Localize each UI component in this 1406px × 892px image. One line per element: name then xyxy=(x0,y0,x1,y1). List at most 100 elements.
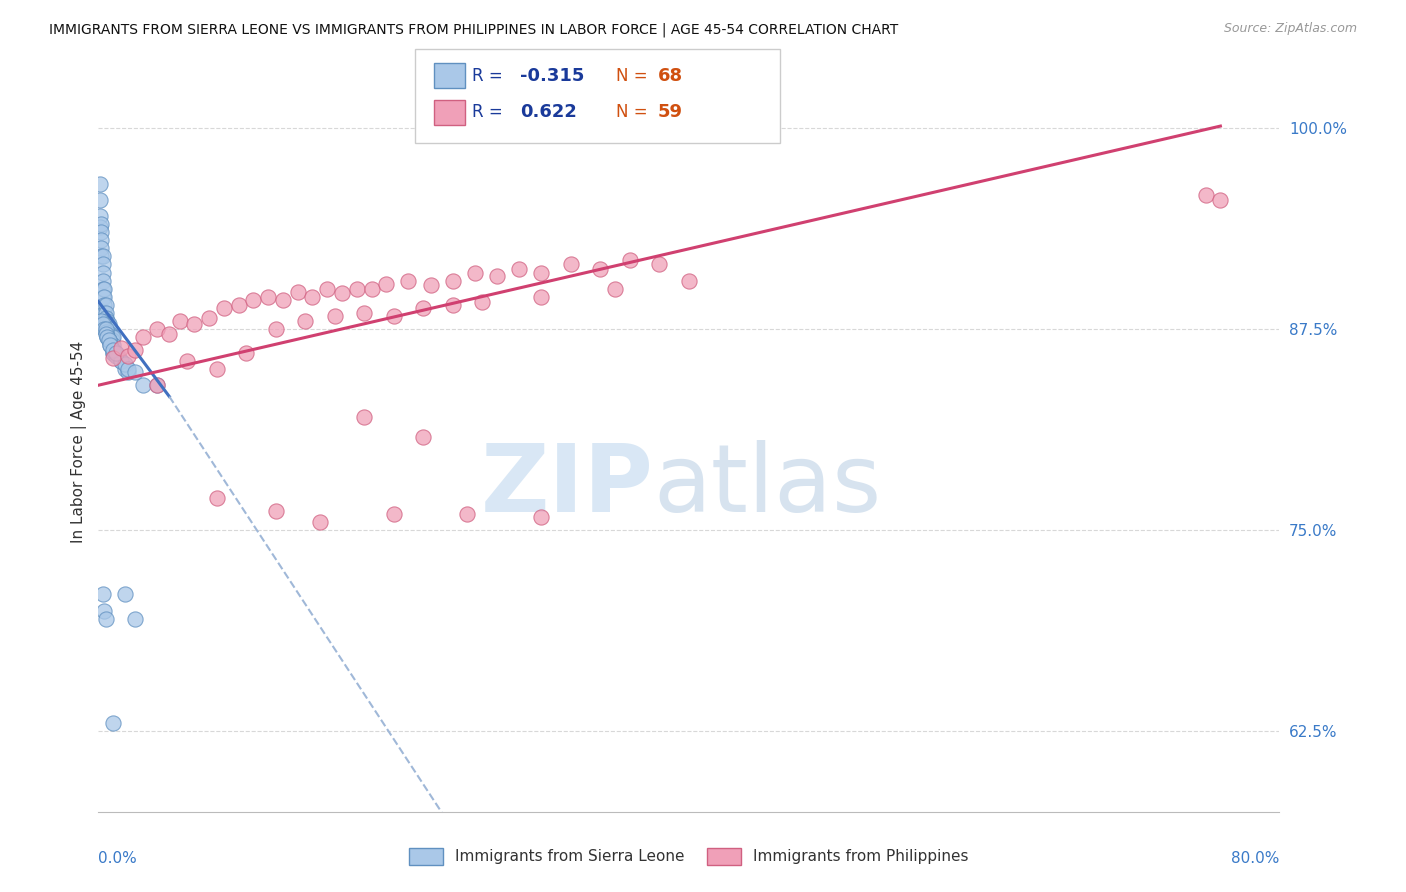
Point xyxy=(97,322,120,336)
Point xyxy=(90,241,112,255)
Point xyxy=(124,365,146,379)
Text: N =: N = xyxy=(616,103,652,121)
Point xyxy=(96,322,118,336)
Point xyxy=(98,338,121,352)
Point xyxy=(90,217,112,231)
Text: R =: R = xyxy=(472,103,509,121)
Point xyxy=(271,293,294,307)
Point xyxy=(530,290,553,304)
Point xyxy=(346,282,368,296)
Text: N =: N = xyxy=(616,67,652,85)
Point xyxy=(103,343,125,357)
Point xyxy=(94,306,117,320)
Point xyxy=(89,209,111,223)
Point xyxy=(605,282,627,296)
Point xyxy=(91,258,114,272)
Point xyxy=(100,330,122,344)
Point xyxy=(132,330,155,344)
Point xyxy=(330,286,353,301)
Point xyxy=(110,341,132,355)
Point xyxy=(1209,193,1232,207)
Text: 80.0%: 80.0% xyxy=(1232,851,1279,865)
Point xyxy=(91,249,114,263)
Point xyxy=(360,282,382,296)
Point xyxy=(91,317,114,331)
Point xyxy=(89,177,111,191)
Point xyxy=(287,285,309,299)
Point xyxy=(530,510,553,524)
Point xyxy=(114,362,136,376)
Text: 0.622: 0.622 xyxy=(520,103,576,121)
Point xyxy=(93,603,115,617)
Point xyxy=(441,298,464,312)
Point xyxy=(157,326,180,341)
Point xyxy=(619,252,641,267)
Text: 0.0%: 0.0% xyxy=(98,851,138,865)
Point xyxy=(353,410,375,425)
Text: atlas: atlas xyxy=(654,440,882,532)
Point xyxy=(103,338,125,352)
Legend: Immigrants from Sierra Leone, Immigrants from Philippines: Immigrants from Sierra Leone, Immigrants… xyxy=(404,842,974,871)
Point xyxy=(117,349,139,363)
Point xyxy=(103,351,125,365)
Point xyxy=(117,365,139,379)
Point xyxy=(97,330,120,344)
Point xyxy=(398,274,420,288)
Point xyxy=(89,220,111,235)
Point xyxy=(105,346,128,360)
Point xyxy=(353,306,375,320)
Point xyxy=(105,349,128,363)
Point xyxy=(94,317,117,331)
Point xyxy=(264,504,287,518)
Point xyxy=(100,333,122,347)
Point xyxy=(382,507,405,521)
Point xyxy=(441,274,464,288)
Point xyxy=(96,314,118,328)
Point xyxy=(114,357,136,371)
Point xyxy=(412,430,434,444)
Point xyxy=(96,317,118,331)
Point xyxy=(90,249,112,263)
Point xyxy=(91,587,114,601)
Point xyxy=(103,716,125,731)
Point xyxy=(228,298,250,312)
Point xyxy=(242,293,264,307)
Point xyxy=(93,306,115,320)
Point xyxy=(678,274,700,288)
Point xyxy=(471,294,494,309)
Point xyxy=(183,317,205,331)
Point xyxy=(97,317,120,331)
Point xyxy=(103,330,125,344)
Point xyxy=(412,301,434,315)
Point xyxy=(94,298,117,312)
Point xyxy=(97,333,120,347)
Point xyxy=(94,310,117,325)
Point xyxy=(1195,188,1218,202)
Point xyxy=(375,277,398,291)
Point xyxy=(91,266,114,280)
Point xyxy=(648,258,671,272)
Point xyxy=(382,309,405,323)
Point xyxy=(198,310,221,325)
Point xyxy=(146,322,169,336)
Point xyxy=(110,354,132,368)
Point xyxy=(264,322,287,336)
Point xyxy=(94,322,117,336)
Point xyxy=(323,309,346,323)
Point xyxy=(94,611,117,625)
Point xyxy=(257,290,280,304)
Point xyxy=(560,258,582,272)
Point xyxy=(235,346,257,360)
Point xyxy=(98,338,121,352)
Text: 68: 68 xyxy=(658,67,683,85)
Point xyxy=(93,290,115,304)
Text: -0.315: -0.315 xyxy=(520,67,585,85)
Point xyxy=(91,274,114,288)
Text: R =: R = xyxy=(472,67,509,85)
Text: IMMIGRANTS FROM SIERRA LEONE VS IMMIGRANTS FROM PHILIPPINES IN LABOR FORCE | AGE: IMMIGRANTS FROM SIERRA LEONE VS IMMIGRAN… xyxy=(49,22,898,37)
Point xyxy=(103,346,125,360)
Point xyxy=(294,314,316,328)
Point xyxy=(94,325,117,339)
Point xyxy=(93,282,115,296)
Point xyxy=(93,314,115,328)
